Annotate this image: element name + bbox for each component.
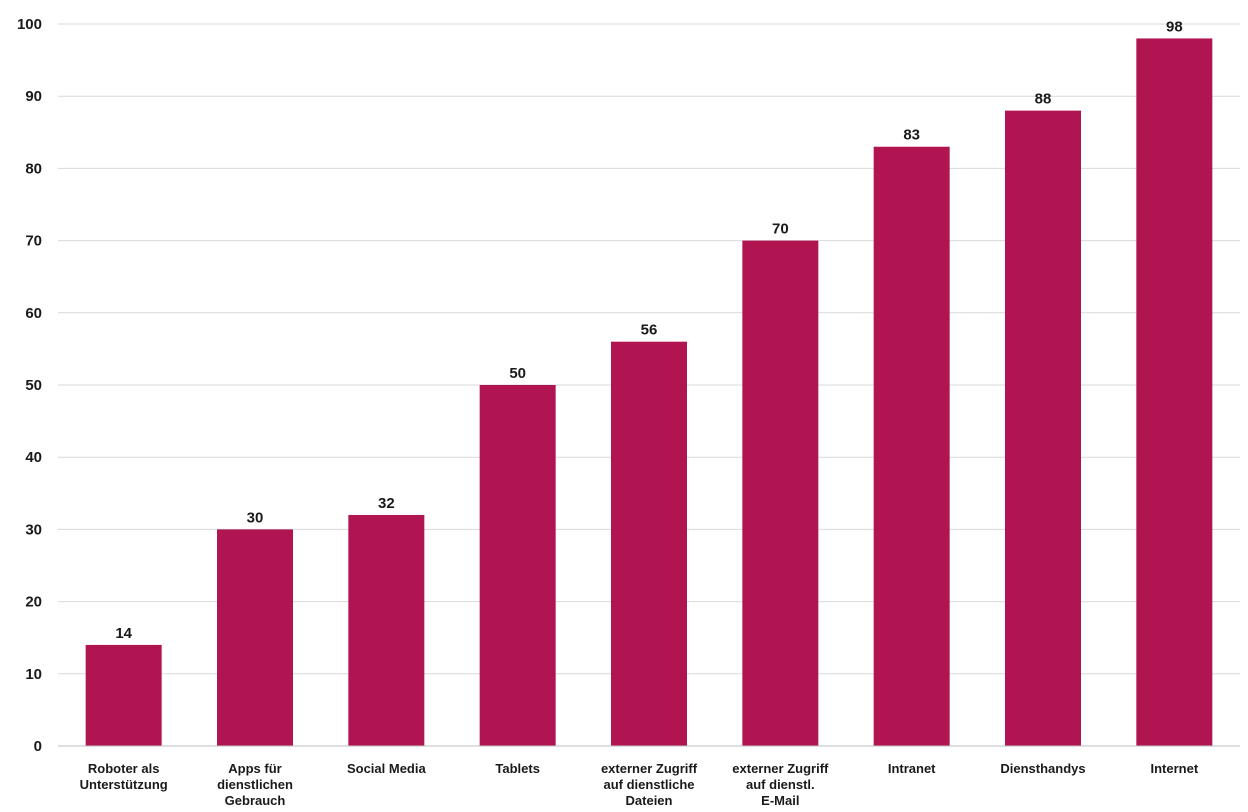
x-tick-label-line: Apps für <box>228 761 281 776</box>
x-tick-label-line: Dateien <box>626 793 673 808</box>
x-tick-label: externer Zugriff auf dienstliche Dateien <box>601 761 698 808</box>
y-tick-label: 100 <box>17 16 42 33</box>
data-label: 70 <box>772 221 789 238</box>
bar <box>479 385 556 746</box>
data-label: 83 <box>903 127 920 144</box>
x-tick-label-line: Unterstützung <box>80 777 168 792</box>
x-tick-label-line: dienstlichen <box>217 777 293 792</box>
x-tick-label-line: auf dienstl. <box>746 777 815 792</box>
x-tick-label-line: Internet <box>1150 761 1198 776</box>
data-label: 14 <box>115 625 132 642</box>
bar <box>611 341 687 746</box>
y-tick-label: 40 <box>25 449 42 466</box>
data-label: 56 <box>641 322 658 339</box>
data-label: 50 <box>509 365 526 382</box>
x-tick-label-line: Diensthandys <box>1000 761 1085 776</box>
bars <box>85 38 1213 747</box>
y-tick-label: 0 <box>34 738 42 755</box>
bar <box>217 529 293 746</box>
y-tick-label: 70 <box>25 233 42 250</box>
x-tick-label-line: auf dienstliche <box>603 777 694 792</box>
bar <box>85 644 162 746</box>
x-tick-label-line: Gebrauch <box>225 793 286 808</box>
bar <box>1136 38 1213 746</box>
data-label: 30 <box>247 509 264 526</box>
x-tick-label: Intranet <box>888 761 936 776</box>
x-tick-label-line: Roboter als <box>88 761 160 776</box>
bar <box>348 514 425 746</box>
y-axis-ticks: 0 10 20 30 40 50 60 70 80 90 100 <box>17 16 42 755</box>
x-tick-label: Social Media <box>347 761 427 776</box>
bar <box>742 240 819 746</box>
x-tick-label-line: Tablets <box>495 761 540 776</box>
bar <box>1005 110 1081 746</box>
data-label: 88 <box>1035 91 1052 108</box>
y-tick-label: 80 <box>25 160 42 177</box>
x-tick-label-line: Social Media <box>347 761 427 776</box>
x-tick-label-line: Intranet <box>888 761 936 776</box>
y-tick-label: 30 <box>25 521 42 538</box>
x-tick-label: Tablets <box>495 761 540 776</box>
x-tick-label: Roboter als Unterstützung <box>80 761 168 792</box>
y-tick-label: 60 <box>25 305 42 322</box>
x-tick-label: Apps für dienstlichen Gebrauch <box>217 761 293 808</box>
x-tick-label: Diensthandys <box>1000 761 1085 776</box>
x-tick-label: externer Zugriff auf dienstl. E-Mail <box>732 761 829 808</box>
x-axis-labels: Roboter als Unterstützung Apps für dienstli… <box>80 761 1199 808</box>
data-label: 32 <box>378 495 395 512</box>
bar <box>873 146 950 747</box>
x-tick-label-line: E-Mail <box>761 793 799 808</box>
y-tick-label: 90 <box>25 88 42 105</box>
y-tick-label: 10 <box>25 666 42 683</box>
x-tick-label-line: externer Zugriff <box>601 761 698 776</box>
data-labels: 14 30 32 50 56 70 83 88 98 <box>115 18 1182 641</box>
y-tick-label: 20 <box>25 594 42 611</box>
x-tick-label: Internet <box>1150 761 1198 776</box>
x-tick-label-line: externer Zugriff <box>732 761 829 776</box>
data-label: 98 <box>1166 18 1183 35</box>
y-tick-label: 50 <box>25 377 42 394</box>
